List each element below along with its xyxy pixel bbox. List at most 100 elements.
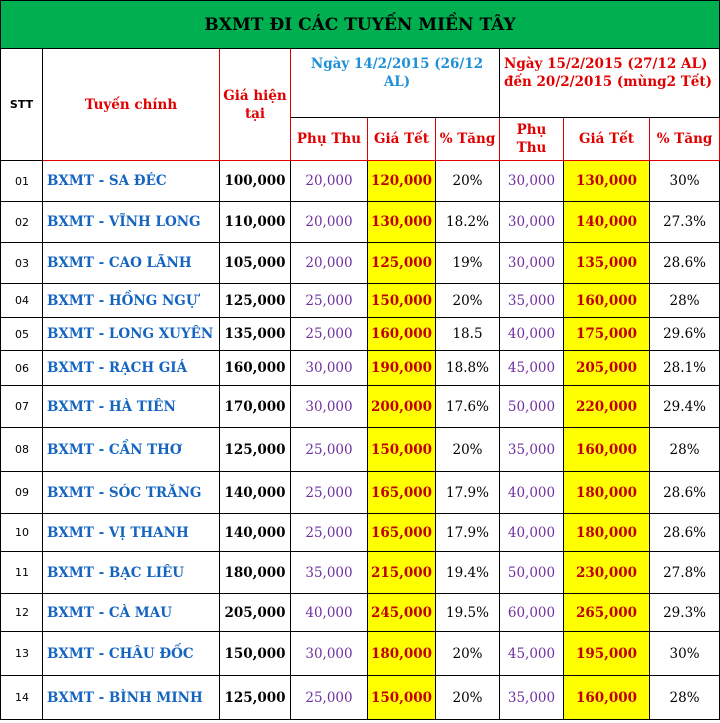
current-price: 140,000	[219, 471, 291, 514]
p2-increase: 30%	[648, 160, 720, 202]
p1-tet-price: 120,000	[367, 160, 436, 202]
p1-tet-price: 125,000	[367, 242, 436, 284]
p2-increase: 27.3%	[648, 201, 720, 243]
p1-increase: 18.5	[435, 317, 500, 351]
p1-surcharge: 30,000	[290, 631, 368, 676]
route-name: BXMT - VĨNH LONG	[42, 201, 220, 243]
row-stt: 13	[0, 631, 43, 676]
p1-surcharge: 25,000	[290, 283, 368, 318]
p1-increase: 17.6%	[435, 385, 500, 428]
p2-increase: 29.6%	[648, 317, 720, 351]
p2-tet-price: 140,000	[563, 201, 650, 243]
row-stt: 11	[0, 551, 43, 594]
period2-header: Ngày 15/2/2015 (27/12 AL) đến 20/2/2015 …	[498, 48, 720, 118]
route-name: BXMT - CHÂU ĐỐC	[42, 631, 220, 676]
p1-surcharge: 20,000	[290, 201, 368, 243]
route-name: BXMT - BÌNH MINH	[42, 675, 220, 720]
row-stt: 08	[0, 427, 43, 472]
row-stt: 04	[0, 283, 43, 318]
row-stt: 02	[0, 201, 43, 243]
current-price: 150,000	[219, 631, 291, 676]
route-name: BXMT - HÀ TIÊN	[42, 385, 220, 428]
p2-increase: 30%	[648, 631, 720, 676]
row-stt: 09	[0, 471, 43, 514]
table-row: 02 BXMT - VĨNH LONG 110,000 20,000 130,000 18…	[0, 201, 720, 243]
p1-tet-price: 215,000	[367, 551, 436, 594]
p1-surcharge: 25,000	[290, 317, 368, 351]
p2-surcharge: 35,000	[499, 675, 564, 720]
route-name: BXMT - VỊ THANH	[42, 513, 220, 552]
current-price: 125,000	[219, 427, 291, 472]
p2-increase: 28.6%	[648, 513, 720, 552]
p1-increase: 20%	[435, 160, 500, 202]
p2-increase: 29.3%	[648, 593, 720, 632]
p1-increase: 17.9%	[435, 513, 500, 552]
table-row: 03 BXMT - CAO LÃNH 105,000 20,000 125,000 19%…	[0, 242, 720, 284]
p2-increase: 28.6%	[648, 471, 720, 514]
p1-surcharge: 30,000	[290, 385, 368, 428]
p1-tet-price: 245,000	[367, 593, 436, 632]
p1-tet-price: 190,000	[367, 350, 436, 386]
p2-tet-price: 175,000	[563, 317, 650, 351]
p2-surcharge: 50,000	[499, 385, 564, 428]
p2-tet-price: 195,000	[563, 631, 650, 676]
p2-surcharge: 45,000	[499, 350, 564, 386]
p2-surcharge-header: Phụ Thu	[499, 117, 564, 161]
p2-surcharge: 30,000	[499, 160, 564, 202]
current-price: 135,000	[219, 317, 291, 351]
stt-header: STT	[0, 48, 43, 161]
p1-tet-price: 165,000	[367, 513, 436, 552]
row-stt: 06	[0, 350, 43, 386]
p2-tet-price: 135,000	[563, 242, 650, 284]
p1-increase: 19.4%	[435, 551, 500, 594]
p2-surcharge: 35,000	[499, 283, 564, 318]
p2-tet-price: 220,000	[563, 385, 650, 428]
p1-surcharge: 30,000	[290, 350, 368, 386]
p2-tet-price: 265,000	[563, 593, 650, 632]
p2-tet-price: 205,000	[563, 350, 650, 386]
p2-surcharge: 60,000	[499, 593, 564, 632]
p1-increase: 18.2%	[435, 201, 500, 243]
p1-increase-header: % Tăng	[435, 117, 500, 161]
table-row: 07 BXMT - HÀ TIÊN 170,000 30,000 200,000 17.6…	[0, 385, 720, 428]
p2-surcharge: 45,000	[499, 631, 564, 676]
p2-increase: 29.4%	[648, 385, 720, 428]
row-stt: 10	[0, 513, 43, 552]
current-price: 100,000	[219, 160, 291, 202]
p1-tet-price: 150,000	[367, 675, 436, 720]
table-row: 10 BXMT - VỊ THANH 140,000 25,000 165,000 17.…	[0, 513, 720, 552]
p1-tet-price: 160,000	[367, 317, 436, 351]
table-row: 06 BXMT - RẠCH GIÁ 160,000 30,000 190,000 18.…	[0, 350, 720, 386]
table-row: 09 BXMT - SÓC TRĂNG 140,000 25,000 165,000 17…	[0, 471, 720, 514]
current-price: 140,000	[219, 513, 291, 552]
p2-tet-price: 130,000	[563, 160, 650, 202]
current-price: 180,000	[219, 551, 291, 594]
route-header: Tuyến chính	[42, 48, 220, 161]
current-price: 125,000	[219, 675, 291, 720]
row-stt: 01	[0, 160, 43, 202]
p1-tet-price: 150,000	[367, 427, 436, 472]
p1-tet-price-header: Giá Tết	[367, 117, 436, 161]
table-row: 05 BXMT - LONG XUYÊN 135,000 25,000 160,000 1…	[0, 317, 720, 351]
route-name: BXMT - CAO LÃNH	[42, 242, 220, 284]
p1-surcharge: 25,000	[290, 513, 368, 552]
p1-surcharge-header: Phụ Thu	[290, 117, 368, 161]
current-price: 105,000	[219, 242, 291, 284]
current-price: 160,000	[219, 350, 291, 386]
p2-surcharge: 30,000	[499, 201, 564, 243]
p1-increase: 20%	[435, 283, 500, 318]
table-row: 08 BXMT - CẦN THƠ 125,000 25,000 150,000 20% 3…	[0, 427, 720, 472]
row-stt: 12	[0, 593, 43, 632]
p1-increase: 19.5%	[435, 593, 500, 632]
p1-surcharge: 25,000	[290, 427, 368, 472]
p1-surcharge: 20,000	[290, 242, 368, 284]
table-title: BXMT ĐI CÁC TUYẾN MIỀN TÂY	[0, 0, 720, 49]
p2-tet-price: 160,000	[563, 427, 650, 472]
p2-tet-price: 180,000	[563, 471, 650, 514]
p2-tet-price: 180,000	[563, 513, 650, 552]
route-name: BXMT - SÓC TRĂNG	[42, 471, 220, 514]
p1-surcharge: 25,000	[290, 675, 368, 720]
route-name: BXMT - CÀ MAU	[42, 593, 220, 632]
p2-increase-header: % Tăng	[648, 117, 720, 161]
